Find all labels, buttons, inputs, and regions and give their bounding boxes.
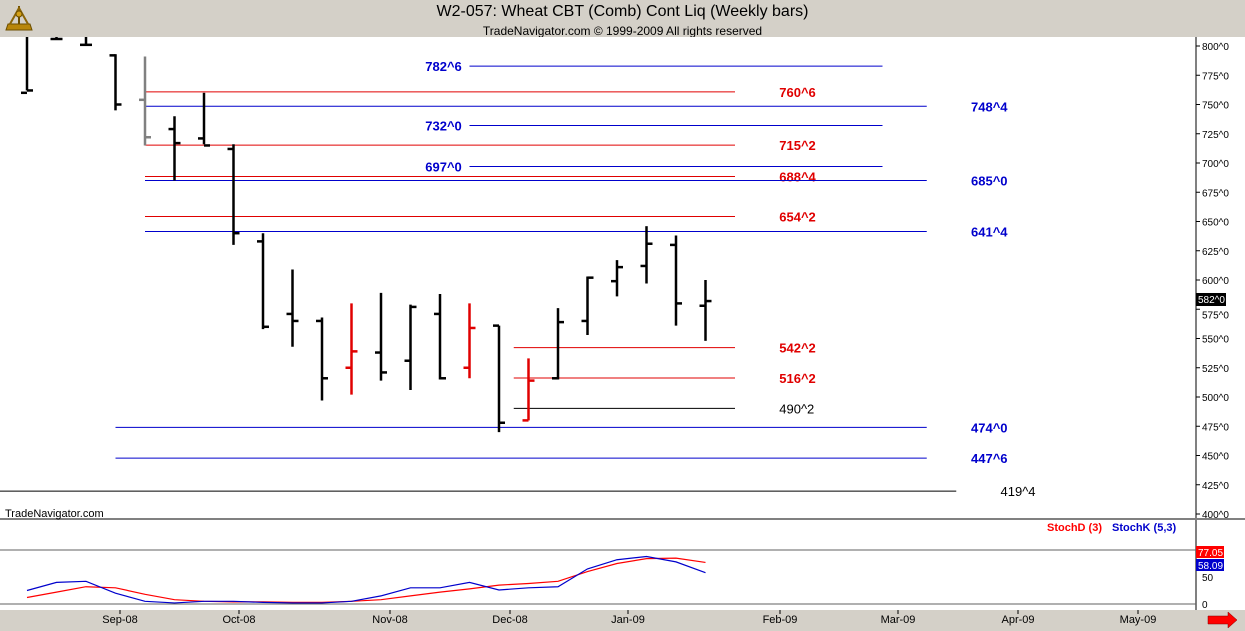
level-label: 688^4 <box>779 169 816 184</box>
date-tick-label: Mar-09 <box>881 614 916 626</box>
sextant-logo-icon[interactable] <box>2 2 36 36</box>
date-tick-label: Dec-08 <box>492 614 527 626</box>
price-tick-label: 600^0 <box>1202 276 1229 287</box>
price-tick-label: 475^0 <box>1202 422 1229 433</box>
level-label: 782^6 <box>425 59 462 74</box>
chart-title: W2-057: Wheat CBT (Comb) Cont Liq (Weekl… <box>436 3 809 20</box>
price-bar <box>257 233 269 330</box>
price-bar <box>50 37 63 41</box>
price-bar <box>345 303 358 395</box>
price-bar <box>198 92 210 147</box>
stoch-panel[interactable] <box>0 520 1196 610</box>
level-label: 748^4 <box>971 99 1008 114</box>
level-label: 715^2 <box>779 138 816 153</box>
price-bar <box>227 144 240 245</box>
price-tick-label: 800^0 <box>1202 42 1229 53</box>
stoch-legend-d: StochD (3) <box>1047 522 1102 534</box>
price-tick-label: 550^0 <box>1202 335 1229 346</box>
price-tick-label: 650^0 <box>1202 218 1229 229</box>
level-label: 732^0 <box>425 119 462 134</box>
price-tick-label: 575^0 <box>1202 310 1229 321</box>
price-bar <box>404 304 417 390</box>
price-bar <box>640 226 653 284</box>
level-label: 697^0 <box>425 160 462 175</box>
stoch-d-value-label: 77.05 <box>1198 548 1223 559</box>
stoch-d-value-box <box>1196 546 1224 558</box>
price-panel[interactable] <box>0 37 1196 518</box>
level-label: 516^2 <box>779 371 816 386</box>
price-tick-label: 625^0 <box>1202 247 1229 258</box>
level-label: 641^4 <box>971 224 1008 239</box>
date-tick-label: Nov-08 <box>372 614 407 626</box>
price-bar <box>168 116 181 181</box>
date-tick-label: Oct-08 <box>222 614 255 626</box>
price-bar <box>109 54 122 111</box>
price-bar <box>611 260 623 297</box>
price-bar <box>80 37 92 47</box>
price-bar <box>21 37 33 95</box>
price-tick-label: 425^0 <box>1202 481 1229 492</box>
last-price-label: 582^0 <box>1198 295 1225 306</box>
price-tick-label: 750^0 <box>1202 101 1229 112</box>
price-tick-label: 400^0 <box>1202 510 1229 521</box>
stoch-k-value-label: 58.09 <box>1198 561 1223 572</box>
stoch-k-line <box>26 555 706 604</box>
level-label: 474^0 <box>971 420 1008 435</box>
level-label: 419^4 <box>1001 484 1036 499</box>
price-bar <box>463 303 476 379</box>
price-bar <box>286 269 299 347</box>
price-tick-label: 700^0 <box>1202 159 1229 170</box>
date-tick-label: Jan-09 <box>611 614 645 626</box>
price-bar <box>316 317 328 401</box>
price-axis-panel <box>1196 37 1245 518</box>
stoch-k-value-box <box>1196 559 1224 571</box>
scroll-right-arrow-icon[interactable] <box>1207 611 1238 629</box>
level-label: 685^0 <box>971 174 1008 189</box>
price-bar <box>375 292 387 381</box>
date-tick-label: Sep-08 <box>102 614 137 626</box>
price-tick-label: 500^0 <box>1202 393 1229 404</box>
watermark-label: TradeNavigator.com <box>5 508 104 520</box>
stoch-d-line <box>26 557 706 603</box>
level-label: 654^2 <box>779 210 816 225</box>
chart-subtitle: TradeNavigator.com © 1999-2009 All right… <box>482 24 763 38</box>
stoch-tick-label: 50 <box>1202 573 1214 584</box>
price-tick-label: 450^0 <box>1202 452 1229 463</box>
date-tick-label: Apr-09 <box>1001 614 1034 626</box>
level-label: 447^6 <box>971 451 1008 466</box>
price-bar <box>670 235 682 326</box>
price-bar <box>552 308 564 380</box>
stoch-legend-k: StochK (5,3) <box>1112 522 1177 534</box>
price-tick-label: 775^0 <box>1202 71 1229 82</box>
price-bar <box>493 324 505 433</box>
price-bar <box>434 294 446 380</box>
price-bar <box>699 280 712 341</box>
price-tick-label: 725^0 <box>1202 130 1229 141</box>
price-bar <box>581 276 594 335</box>
date-tick-label: Feb-09 <box>763 614 798 626</box>
level-label: 490^2 <box>779 401 814 416</box>
price-tick-label: 675^0 <box>1202 188 1229 199</box>
stoch-tick-label: 0 <box>1202 600 1208 611</box>
date-tick-label: May-09 <box>1120 614 1157 626</box>
level-label: 542^2 <box>779 341 816 356</box>
last-price-box <box>1196 293 1226 306</box>
price-bar <box>522 358 535 422</box>
price-tick-label: 525^0 <box>1202 364 1229 375</box>
price-bar <box>139 56 151 146</box>
level-label: 760^6 <box>779 85 816 100</box>
